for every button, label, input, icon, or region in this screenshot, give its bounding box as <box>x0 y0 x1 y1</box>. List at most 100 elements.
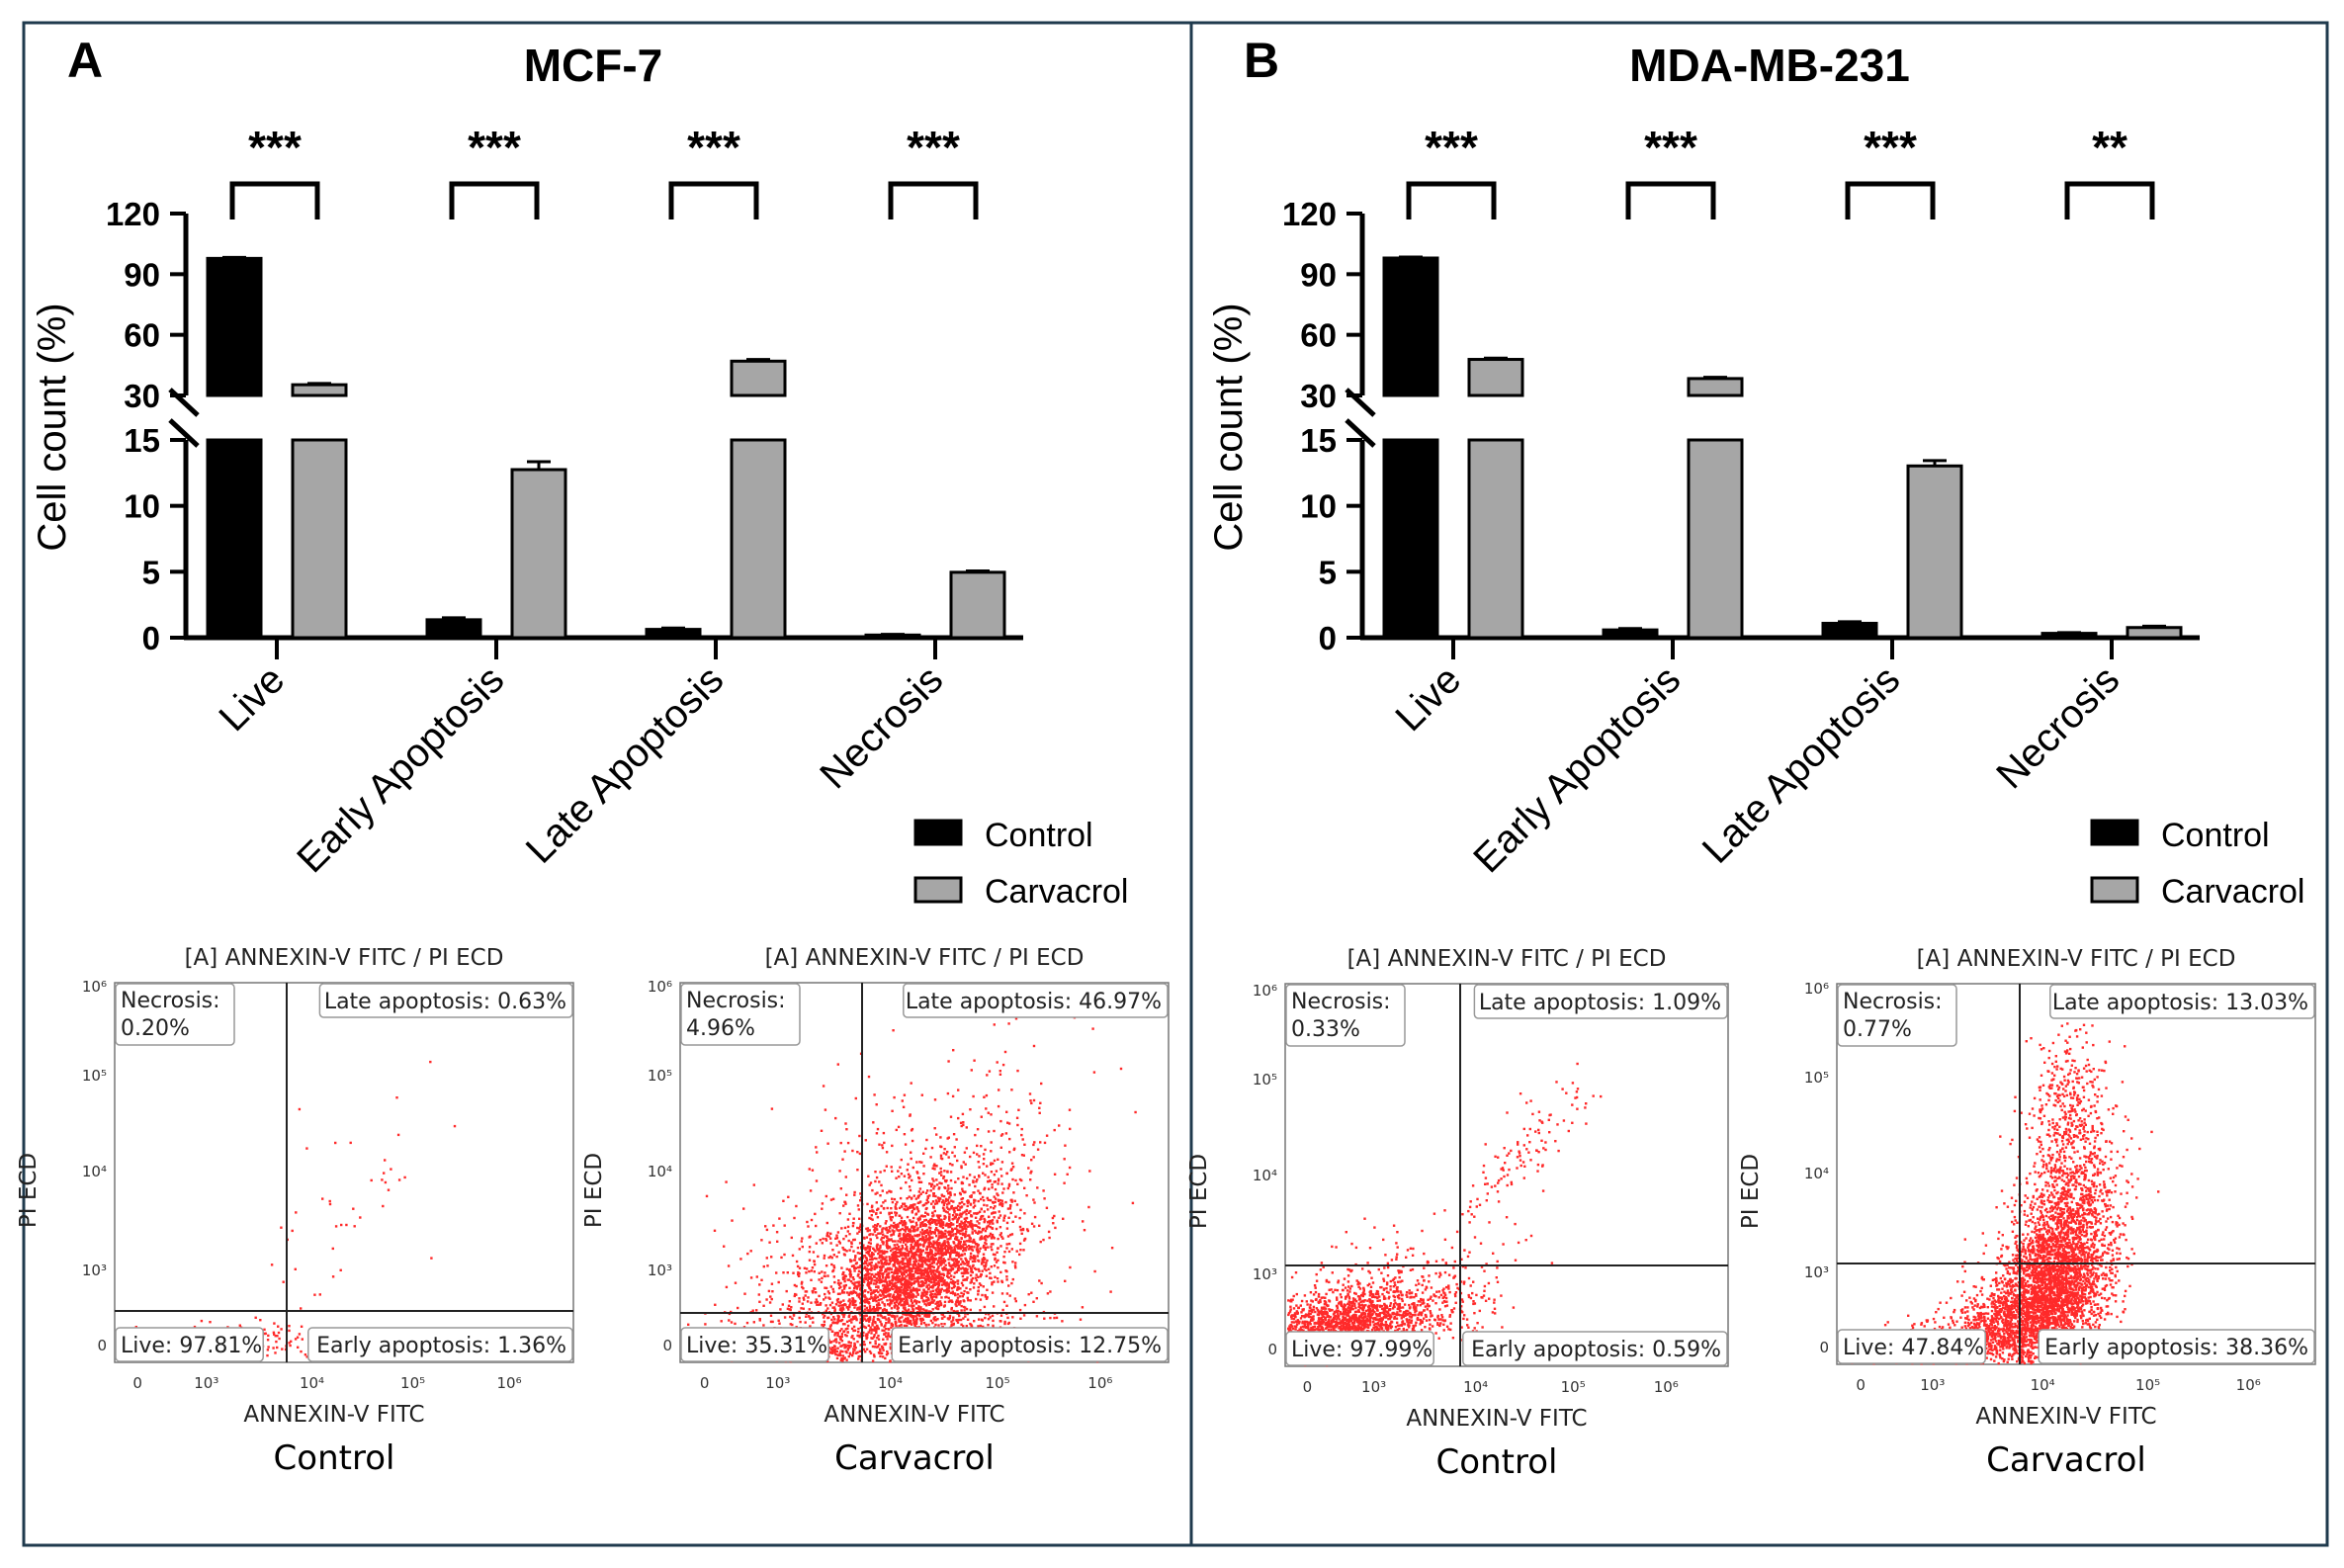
event-dot <box>277 1325 280 1328</box>
event-dot <box>296 1336 300 1339</box>
event-dot <box>872 1282 876 1285</box>
event-dot <box>821 1270 824 1273</box>
event-dot <box>866 1202 869 1206</box>
event-dot <box>1032 1225 1036 1228</box>
event-dot <box>919 1322 923 1326</box>
significance-label: *** <box>907 122 960 173</box>
event-dot <box>950 1186 953 1190</box>
event-dot <box>916 1201 919 1204</box>
event-dot <box>848 1286 851 1289</box>
event-dot <box>963 1253 966 1256</box>
event-dot <box>932 1192 935 1195</box>
event-dot <box>816 1300 820 1304</box>
event-dot <box>880 1322 883 1326</box>
event-dot <box>974 1216 978 1219</box>
event-dot <box>836 1231 840 1234</box>
event-dot <box>267 1334 270 1338</box>
event-dot <box>899 1269 902 1273</box>
event-dot <box>1032 1143 1035 1147</box>
event-dot <box>384 1159 387 1162</box>
event-dot <box>944 1153 948 1156</box>
event-dot <box>935 1183 939 1186</box>
event-dot <box>847 1315 850 1319</box>
event-dot <box>952 1241 955 1244</box>
event-dot <box>964 1230 968 1233</box>
event-dot <box>1011 1277 1014 1281</box>
event-dot <box>872 1274 876 1278</box>
legend-label-control: Control <box>985 817 1093 854</box>
event-dot <box>865 1348 869 1350</box>
event-dot <box>767 1289 771 1293</box>
event-dot <box>352 1207 355 1210</box>
event-dot <box>867 1290 870 1294</box>
event-dot <box>997 1280 999 1283</box>
event-dot <box>906 1169 909 1172</box>
bar-carvacrol <box>730 359 787 397</box>
event-dot <box>353 1225 356 1228</box>
event-dot <box>911 1278 913 1281</box>
event-dot <box>929 1319 933 1323</box>
event-dot <box>870 1214 873 1217</box>
event-dot <box>943 1260 947 1263</box>
event-dot <box>974 1260 977 1263</box>
event-dot <box>875 1285 878 1288</box>
event-dot <box>1005 1275 1008 1278</box>
event-dot <box>966 1296 969 1300</box>
event-dot <box>254 1316 257 1319</box>
event-dot <box>959 1232 962 1236</box>
event-dot <box>975 1297 978 1301</box>
event-dot <box>931 1289 934 1292</box>
legend-swatch-carvacrol <box>913 876 963 904</box>
event-dot <box>835 1356 839 1360</box>
event-dot <box>903 1207 906 1211</box>
event-dot <box>889 1226 892 1230</box>
event-dot <box>898 1206 902 1210</box>
event-dot <box>264 1332 267 1335</box>
event-dot <box>266 1353 269 1357</box>
event-dot <box>1019 1208 1022 1212</box>
event-dot <box>965 1213 968 1216</box>
event-dot <box>884 1222 887 1225</box>
event-dot <box>886 1299 889 1302</box>
event-dot <box>910 1197 913 1200</box>
event-dot <box>815 1298 818 1301</box>
event-dot <box>917 1288 921 1291</box>
event-dot <box>932 1295 936 1298</box>
event-dot <box>838 1342 841 1345</box>
event-dot <box>853 1269 856 1272</box>
event-dot <box>932 1284 935 1287</box>
event-dot <box>962 1161 965 1164</box>
event-dot <box>1001 1308 1004 1312</box>
event-dot <box>886 1275 889 1279</box>
event-dot <box>950 1308 953 1311</box>
bar-carvacrol <box>510 468 567 640</box>
event-dot <box>963 1202 966 1206</box>
event-dot <box>880 1260 883 1263</box>
event-dot <box>888 1246 892 1250</box>
event-dot <box>807 1225 810 1228</box>
event-dot <box>967 1248 971 1251</box>
event-dot <box>978 1191 982 1195</box>
event-dot <box>912 1216 915 1220</box>
event-dot <box>932 1265 935 1269</box>
event-dot <box>960 1309 963 1312</box>
event-dot <box>901 1244 904 1248</box>
event-dot <box>889 1238 892 1242</box>
event-dot <box>946 1189 949 1192</box>
flow-y-label: PI ECD <box>16 1153 42 1228</box>
event-dot <box>826 1316 830 1319</box>
event-dot <box>1008 1207 1011 1210</box>
event-dot <box>798 1316 801 1320</box>
bar-control <box>206 438 263 640</box>
event-dot <box>935 1234 938 1238</box>
event-dot <box>893 1226 896 1229</box>
event-dot <box>987 1130 991 1133</box>
event-dot <box>1011 1261 1014 1263</box>
event-dot <box>979 1298 983 1301</box>
event-dot <box>986 1259 989 1263</box>
event-dot <box>954 1227 957 1231</box>
event-dot <box>926 1189 929 1192</box>
event-dot <box>869 1209 872 1213</box>
event-dot <box>294 1267 297 1270</box>
